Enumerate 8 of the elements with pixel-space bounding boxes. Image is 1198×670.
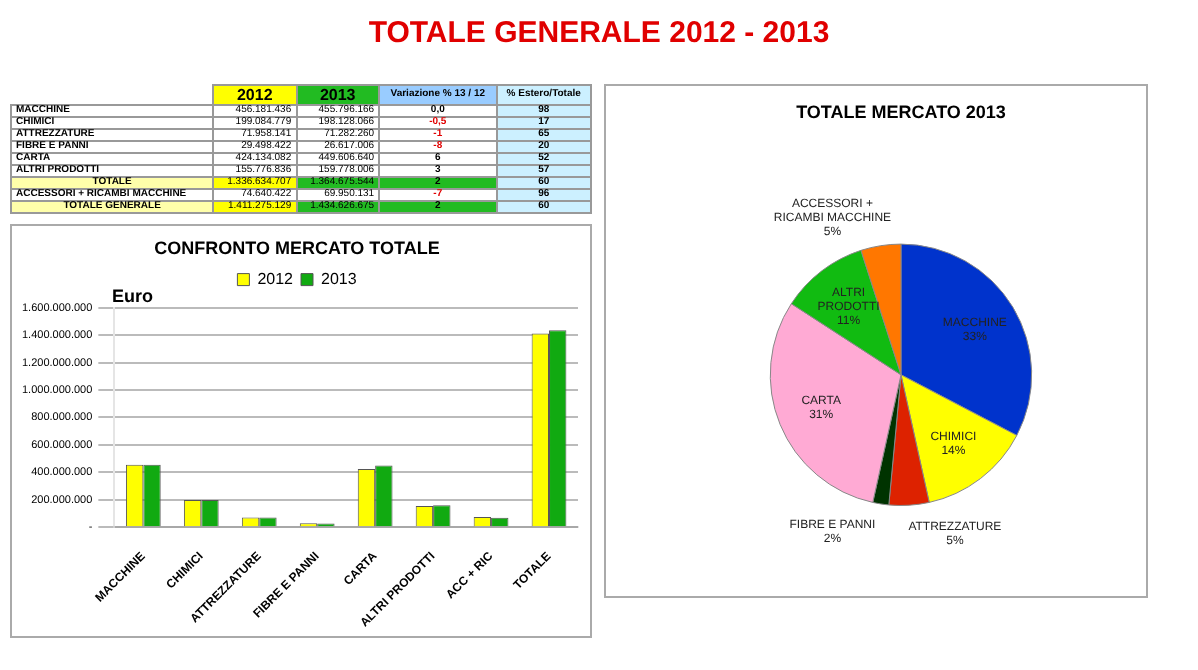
chart-title: TOTALE MERCATO 2013 xyxy=(796,101,1006,122)
category-label: 2013 xyxy=(296,85,380,105)
legend-label: 2013 xyxy=(321,270,358,289)
chart-title: CONFRONTO MERCATO TOTALE xyxy=(154,237,440,258)
y-axis-title: Euro xyxy=(112,286,154,306)
legend-label: 2012 xyxy=(257,270,295,289)
category-label: 2012 xyxy=(213,85,297,105)
text: TOTALE GENERALE 2012 - 2013 xyxy=(366,16,832,50)
